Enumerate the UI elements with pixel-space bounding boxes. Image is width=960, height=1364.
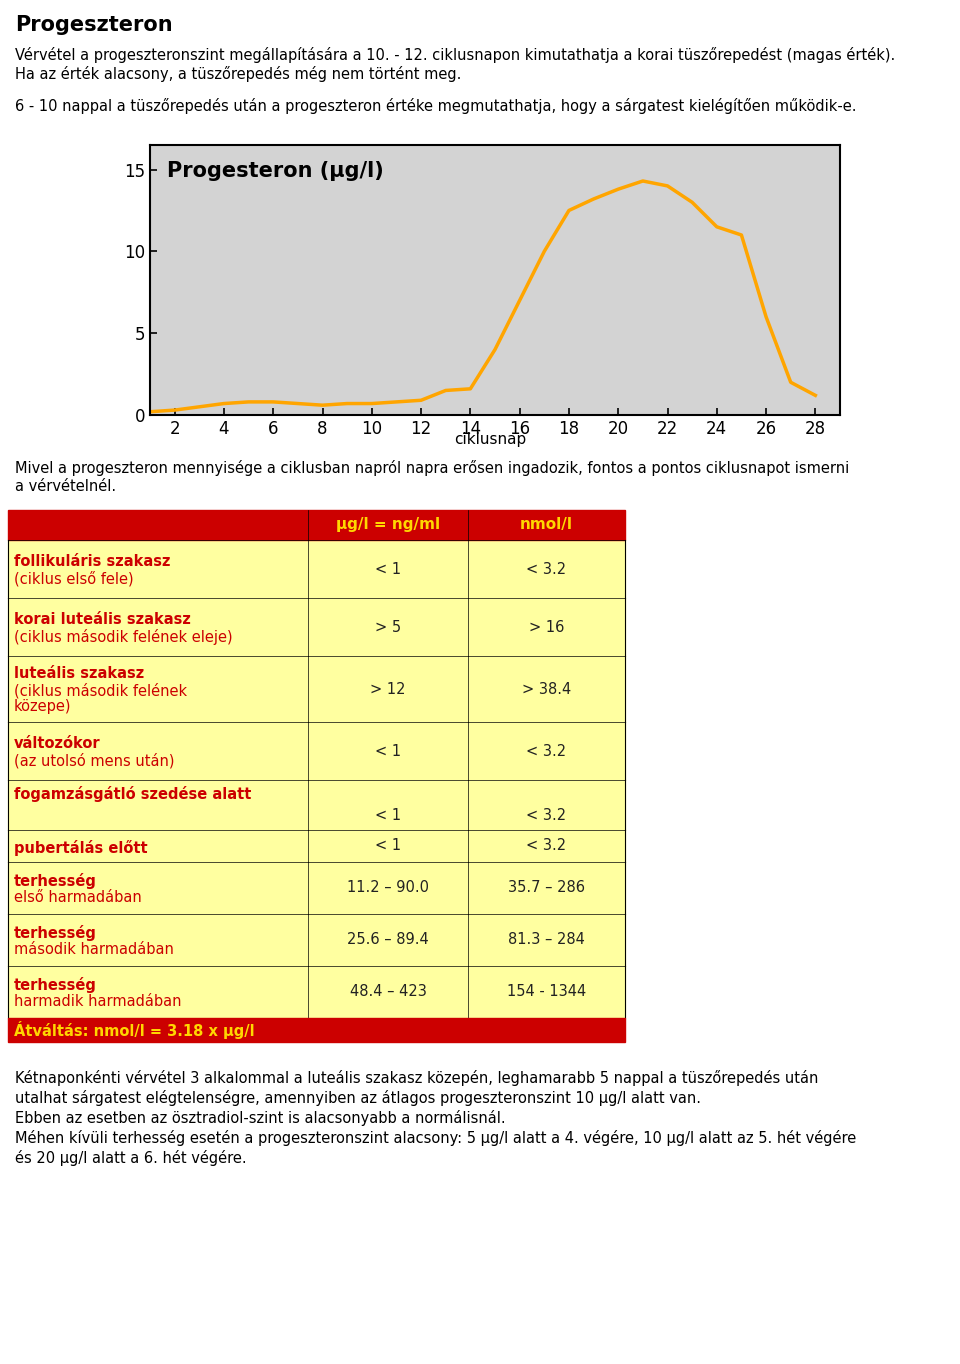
Text: utalhat sárgatest elégtelenségre, amennyiben az átlagos progeszteronszint 10 μg/: utalhat sárgatest elégtelenségre, amenny… <box>15 1090 701 1106</box>
Text: és 20 μg/l alatt a 6. hét végére.: és 20 μg/l alatt a 6. hét végére. <box>15 1150 247 1166</box>
Text: < 1: < 1 <box>375 809 401 824</box>
Text: 11.2 – 90.0: 11.2 – 90.0 <box>347 881 429 896</box>
Text: terhesség: terhesség <box>14 873 97 889</box>
Text: Kétnaponkénti vérvétel 3 alkalommal a luteális szakasz közepén, leghamarabb 5 na: Kétnaponkénti vérvétel 3 alkalommal a lu… <box>15 1069 818 1086</box>
Text: < 1: < 1 <box>375 839 401 854</box>
Text: nmol/l: nmol/l <box>520 517 573 532</box>
Text: ciklusnap: ciklusnap <box>454 432 526 447</box>
Text: fogamzásgátló szedése alatt: fogamzásgátló szedése alatt <box>14 786 252 802</box>
Text: 35.7 – 286: 35.7 – 286 <box>508 881 585 896</box>
Bar <box>8 831 625 862</box>
Text: > 5: > 5 <box>375 619 401 634</box>
Bar <box>8 540 625 597</box>
Text: < 1: < 1 <box>375 562 401 577</box>
Text: a vérvételnél.: a vérvételnél. <box>15 479 116 494</box>
Text: közepe): közepe) <box>14 700 71 715</box>
Text: változókor: változókor <box>14 737 101 752</box>
Text: terhesség: terhesség <box>14 925 97 941</box>
Text: Ebben az esetben az ösztradiol-szint is alacsonyabb a normálisnál.: Ebben az esetben az ösztradiol-szint is … <box>15 1110 506 1127</box>
Bar <box>8 722 625 780</box>
Bar <box>8 862 625 914</box>
Text: pubertálás előtt: pubertálás előtt <box>14 839 148 855</box>
Text: harmadik harmadában: harmadik harmadában <box>14 994 181 1009</box>
Text: (ciklus második felének: (ciklus második felének <box>14 682 187 698</box>
Text: korai luteális szakasz: korai luteális szakasz <box>14 612 191 627</box>
Text: terhesség: terhesség <box>14 977 97 993</box>
Bar <box>8 656 625 722</box>
Text: < 3.2: < 3.2 <box>526 743 566 758</box>
Text: Méhen kívüli terhesség esetén a progeszteronszint alacsony: 5 μg/l alatt a 4. vé: Méhen kívüli terhesség esetén a progeszt… <box>15 1129 856 1146</box>
Text: > 38.4: > 38.4 <box>522 682 571 697</box>
Bar <box>8 597 625 656</box>
Text: (ciklus első fele): (ciklus első fele) <box>14 572 133 587</box>
Bar <box>8 966 625 1018</box>
Text: 154 - 1344: 154 - 1344 <box>507 985 587 1000</box>
Text: follikuláris szakasz: follikuláris szakasz <box>14 554 171 569</box>
Text: 48.4 – 423: 48.4 – 423 <box>349 985 426 1000</box>
Bar <box>8 914 625 966</box>
Text: (ciklus második felének eleje): (ciklus második felének eleje) <box>14 629 232 645</box>
Text: Ha az érték alacsony, a tüszőrepedés még nem történt meg.: Ha az érték alacsony, a tüszőrepedés még… <box>15 65 462 82</box>
Text: Átváltás: nmol/l = 3.18 x μg/l: Átváltás: nmol/l = 3.18 x μg/l <box>14 1022 254 1039</box>
Text: μg/l = ng/ml: μg/l = ng/ml <box>336 517 440 532</box>
Text: Vérvétel a progeszteronszint megállapítására a 10. - 12. ciklusnapon kimutathatj: Vérvétel a progeszteronszint megállapítá… <box>15 46 896 63</box>
Bar <box>8 1018 625 1042</box>
Text: Mivel a progeszteron mennyisége a ciklusban napról napra erősen ingadozik, fonto: Mivel a progeszteron mennyisége a ciklus… <box>15 460 850 476</box>
Text: (az utolsó mens után): (az utolsó mens után) <box>14 753 175 768</box>
Text: első harmadában: első harmadában <box>14 889 142 904</box>
Text: második harmadában: második harmadában <box>14 943 174 958</box>
Text: < 3.2: < 3.2 <box>526 839 566 854</box>
Bar <box>8 780 625 831</box>
Text: Progesteron (μg/l): Progesteron (μg/l) <box>167 161 384 181</box>
Text: > 12: > 12 <box>371 682 406 697</box>
Text: < 3.2: < 3.2 <box>526 809 566 824</box>
Text: 25.6 – 89.4: 25.6 – 89.4 <box>348 933 429 948</box>
Text: < 3.2: < 3.2 <box>526 562 566 577</box>
Bar <box>8 510 625 540</box>
Text: Progeszteron: Progeszteron <box>15 15 173 35</box>
Text: > 16: > 16 <box>529 619 564 634</box>
Text: 81.3 – 284: 81.3 – 284 <box>508 933 585 948</box>
Text: < 1: < 1 <box>375 743 401 758</box>
Text: 6 - 10 nappal a tüszőrepedés után a progeszteron értéke megmutathatja, hogy a sá: 6 - 10 nappal a tüszőrepedés után a prog… <box>15 98 856 115</box>
Text: luteális szakasz: luteális szakasz <box>14 666 144 681</box>
